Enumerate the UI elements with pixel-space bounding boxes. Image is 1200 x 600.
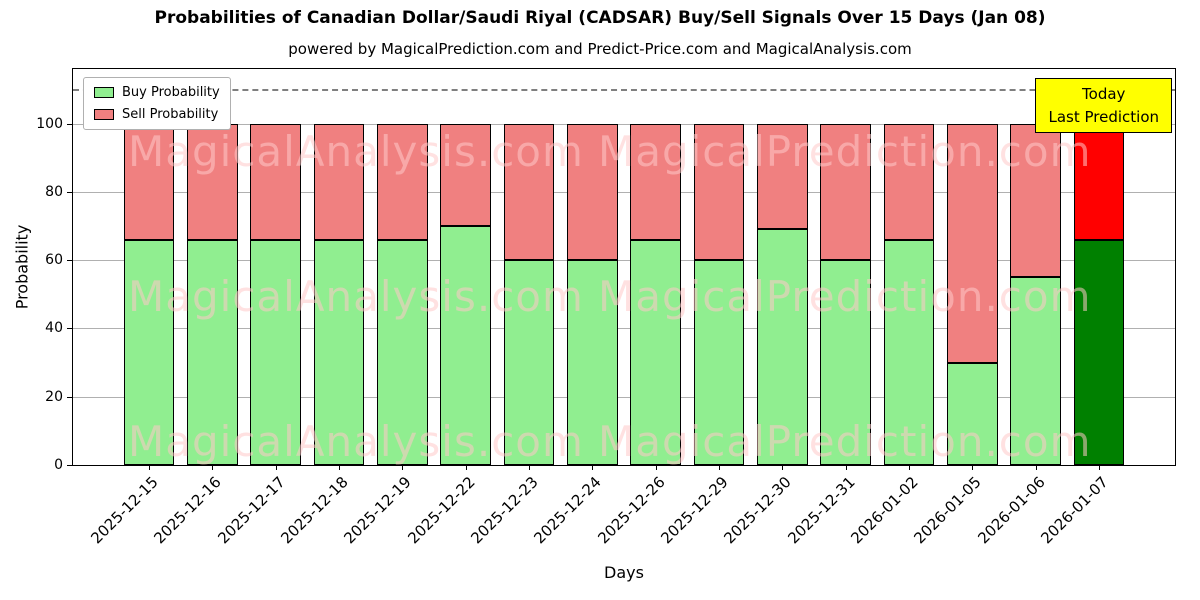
x-tick-mark	[275, 465, 277, 470]
gridline	[73, 260, 1175, 262]
today-annotation-line1: Today	[1082, 85, 1126, 103]
y-tick-mark	[67, 396, 73, 398]
x-tick-mark	[592, 465, 594, 470]
bar-sell-segment	[1073, 123, 1125, 240]
bar-sell-segment	[377, 123, 428, 240]
bar-buy-segment	[883, 239, 935, 465]
y-tick-label: 20	[45, 388, 63, 405]
bar-sell-segment	[250, 123, 301, 240]
legend-swatch-buy	[94, 87, 114, 98]
x-tick-mark	[529, 465, 530, 470]
bar-buy-segment	[377, 239, 428, 465]
legend-swatch-sell	[94, 109, 114, 120]
gridline	[73, 396, 1175, 398]
bar-sell-segment	[883, 123, 935, 240]
gridline	[73, 328, 1175, 330]
x-tick-mark	[402, 465, 404, 470]
y-tick-mark	[67, 260, 73, 262]
bar-sell-segment	[820, 123, 871, 261]
today-annotation: Today Last Prediction	[1035, 78, 1172, 133]
x-tick-mark	[909, 465, 910, 470]
x-tick-mark	[845, 465, 847, 470]
bar-buy-segment	[757, 229, 808, 465]
y-tick-mark	[67, 123, 73, 125]
watermark-text: MagicalAnalysis.com	[128, 272, 584, 321]
bar-sell-segment	[1010, 123, 1061, 278]
bar-sell-segment	[123, 123, 175, 240]
watermark-text: MagicalPrediction.com	[598, 127, 1092, 176]
y-tick-mark	[67, 465, 73, 466]
x-tick-mark	[655, 465, 657, 470]
bar-buy-segment	[187, 239, 238, 465]
x-tick-mark	[465, 465, 467, 470]
y-tick-mark	[67, 328, 73, 330]
bar-sell-segment	[313, 123, 365, 240]
bar-buy-segment	[440, 226, 491, 465]
x-tick-mark	[339, 465, 340, 470]
bar-sell-segment	[503, 123, 555, 261]
x-tick-mark	[782, 465, 784, 470]
bar-buy-segment	[123, 239, 175, 465]
bar-sell-segment	[757, 123, 808, 230]
watermark-text: MagicalAnalysis.com	[128, 127, 584, 176]
chart-title: Probabilities of Canadian Dollar/Saudi R…	[154, 8, 1046, 28]
chart-subtitle: powered by MagicalPrediction.com and Pre…	[288, 40, 912, 58]
bar-buy-segment	[567, 260, 618, 465]
x-tick-mark	[212, 465, 214, 470]
bar-buy-segment	[1010, 277, 1061, 465]
watermark-text: MagicalAnalysis.com	[128, 417, 584, 466]
bar-buy-segment	[250, 239, 301, 465]
y-tick-mark	[67, 191, 73, 193]
x-tick-mark	[719, 465, 720, 470]
x-axis-label: Days	[604, 563, 644, 582]
y-tick-label: 80	[45, 183, 63, 200]
y-tick-label: 60	[45, 252, 63, 269]
watermark-text: MagicalPrediction.com	[598, 417, 1092, 466]
bar-sell-segment	[440, 123, 491, 227]
bar-sell-segment	[947, 123, 998, 363]
legend-label-sell: Sell Probability	[122, 107, 219, 122]
bar-buy-segment	[820, 260, 871, 465]
x-tick-mark	[149, 465, 150, 470]
today-annotation-line2: Last Prediction	[1048, 107, 1159, 126]
threshold-line	[73, 89, 1175, 92]
y-tick-label: 100	[36, 115, 63, 132]
bar-buy-segment	[630, 239, 681, 465]
bar-buy-segment	[313, 239, 365, 465]
legend-item-buy: Buy Probability	[94, 85, 220, 100]
bar-buy-segment	[1073, 239, 1125, 465]
x-tick-mark	[1035, 465, 1037, 470]
x-tick-mark	[972, 465, 974, 470]
gridline	[73, 123, 1175, 125]
plot-area: Buy Probability Sell Probability Today L…	[36, 68, 1176, 547]
bar-sell-segment	[693, 123, 745, 261]
gridline	[73, 191, 1175, 193]
y-tick-label: 40	[45, 320, 63, 337]
bar-sell-segment	[630, 123, 681, 240]
legend-item-sell: Sell Probability	[94, 107, 220, 122]
legend: Buy Probability Sell Probability	[83, 77, 231, 130]
bar-buy-segment	[693, 260, 745, 465]
watermark-text: MagicalPrediction.com	[598, 272, 1092, 321]
bar-buy-segment	[947, 362, 998, 465]
legend-label-buy: Buy Probability	[122, 85, 220, 100]
x-tick-mark	[1099, 465, 1100, 470]
bar-sell-segment	[567, 123, 618, 261]
bar-buy-segment	[503, 260, 555, 465]
y-tick-label: 0	[54, 457, 63, 473]
